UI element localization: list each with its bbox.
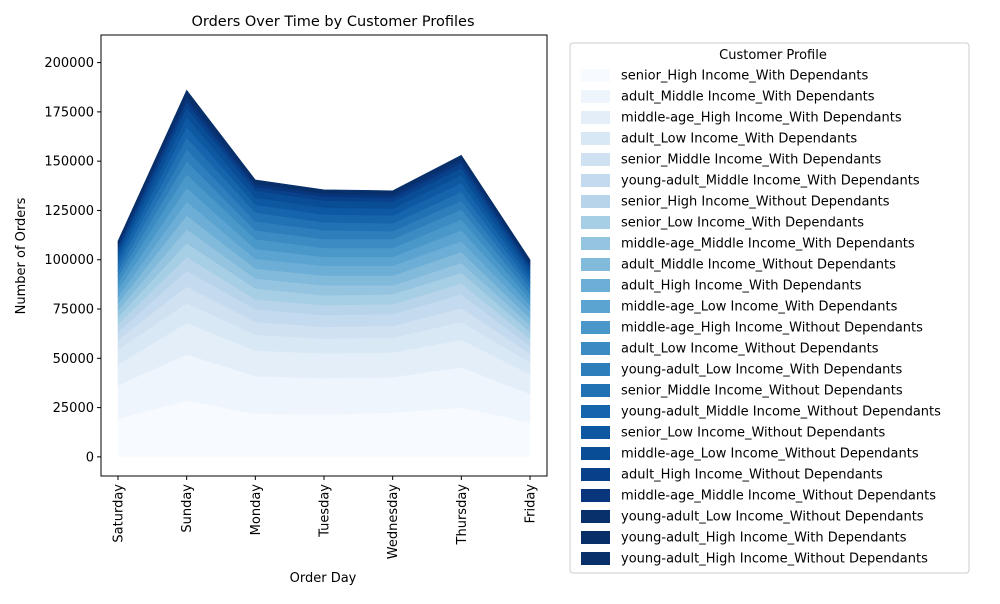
legend-label: young-adult_Middle Income_With Dependant… — [621, 174, 920, 189]
x-tick-label: Wednesday — [386, 484, 401, 560]
legend-label: middle-age_High Income_Without Dependant… — [621, 321, 923, 336]
legend-swatch — [581, 195, 610, 208]
legend-swatch — [581, 300, 610, 313]
x-tick-label: Thursday — [455, 484, 470, 546]
legend-label: young-adult_Low Income_Without Dependant… — [621, 510, 924, 525]
legend-swatch — [581, 531, 610, 544]
x-axis-label: Order Day — [290, 571, 357, 586]
legend-swatch — [581, 111, 610, 124]
x-tick-label: Saturday — [112, 484, 127, 543]
legend-label: young-adult_Middle Income_Without Depend… — [621, 405, 941, 420]
legend-swatch — [581, 384, 610, 397]
legend: Customer Profile senior_High Income_With… — [569, 42, 970, 574]
legend-label: senior_High Income_Without Dependants — [621, 195, 890, 210]
legend-label: young-adult_High Income_Without Dependan… — [621, 552, 928, 567]
y-tick-label: 50000 — [53, 352, 94, 367]
legend-swatch — [581, 447, 610, 460]
legend-swatch — [581, 321, 610, 334]
legend-label: middle-age_Low Income_Without Dependants — [621, 447, 919, 462]
legend-label: young-adult_Low Income_With Dependants — [621, 363, 903, 378]
legend-swatch — [581, 426, 610, 439]
legend-label: senior_Middle Income_Without Dependants — [621, 384, 903, 399]
legend-swatch — [581, 363, 610, 376]
y-axis-label: Number of Orders — [14, 197, 29, 314]
legend-label: middle-age_Middle Income_Without Dependa… — [621, 489, 936, 504]
y-tick-label: 25000 — [53, 401, 94, 416]
legend-swatch — [581, 279, 610, 292]
legend-label: senior_Middle Income_With Dependants — [621, 153, 882, 168]
legend-entries: senior_High Income_With Dependants adult_… — [581, 69, 941, 567]
legend-swatch — [581, 90, 610, 103]
area-series-young-adult-high-income-without-dependants — [117, 89, 531, 262]
legend-swatch — [581, 552, 610, 565]
legend-label: adult_Middle Income_With Dependants — [621, 90, 875, 105]
chart-title: Orders Over Time by Customer Profiles — [191, 14, 474, 30]
legend-label: young-adult_High Income_With Dependants — [621, 531, 907, 546]
y-tick-label: 150000 — [44, 155, 94, 170]
legend-label: adult_Low Income_With Dependants — [621, 132, 857, 147]
legend-swatch — [581, 489, 610, 502]
legend-label: middle-age_Middle Income_With Dependants — [621, 237, 915, 252]
legend-label: adult_High Income_Without Dependants — [621, 468, 883, 483]
legend-label: middle-age_High Income_With Dependants — [621, 111, 902, 126]
legend-title: Customer Profile — [719, 48, 827, 63]
legend-swatch — [581, 237, 610, 250]
legend-swatch — [581, 405, 610, 418]
plot-area — [117, 89, 531, 458]
legend-label: senior_Low Income_Without Dependants — [621, 426, 885, 441]
legend-swatch — [581, 153, 610, 166]
legend-swatch — [581, 174, 610, 187]
legend-label: adult_High Income_With Dependants — [621, 279, 862, 294]
legend-label: middle-age_Low Income_With Dependants — [621, 300, 898, 315]
legend-swatch — [581, 342, 610, 355]
legend-label: senior_Low Income_With Dependants — [621, 216, 864, 231]
y-tick-label: 100000 — [44, 253, 94, 268]
x-tick-label: Friday — [524, 484, 539, 524]
legend-frame — [569, 42, 970, 574]
legend-swatch — [581, 468, 610, 481]
legend-label: adult_Low Income_Without Dependants — [621, 342, 879, 357]
legend-swatch — [581, 216, 610, 229]
y-tick-label: 0 — [86, 450, 94, 465]
y-tick-label: 175000 — [44, 105, 94, 120]
legend-label: adult_Middle Income_Without Dependants — [621, 258, 896, 273]
x-tick-label: Monday — [249, 484, 264, 536]
y-tick-label: 75000 — [53, 303, 94, 318]
legend-swatch — [581, 258, 610, 271]
axes: 0 25000 50000 75000 100000 125000 150000 175000… — [44, 34, 548, 560]
legend-swatch — [581, 510, 610, 523]
x-tick-label: Sunday — [180, 484, 195, 533]
legend-swatch — [581, 132, 610, 145]
x-tick-label: Tuesday — [318, 484, 333, 538]
y-tick-label: 200000 — [44, 56, 94, 71]
legend-swatch — [581, 69, 610, 82]
legend-label: senior_High Income_With Dependants — [621, 69, 868, 84]
y-tick-label: 125000 — [44, 204, 94, 219]
